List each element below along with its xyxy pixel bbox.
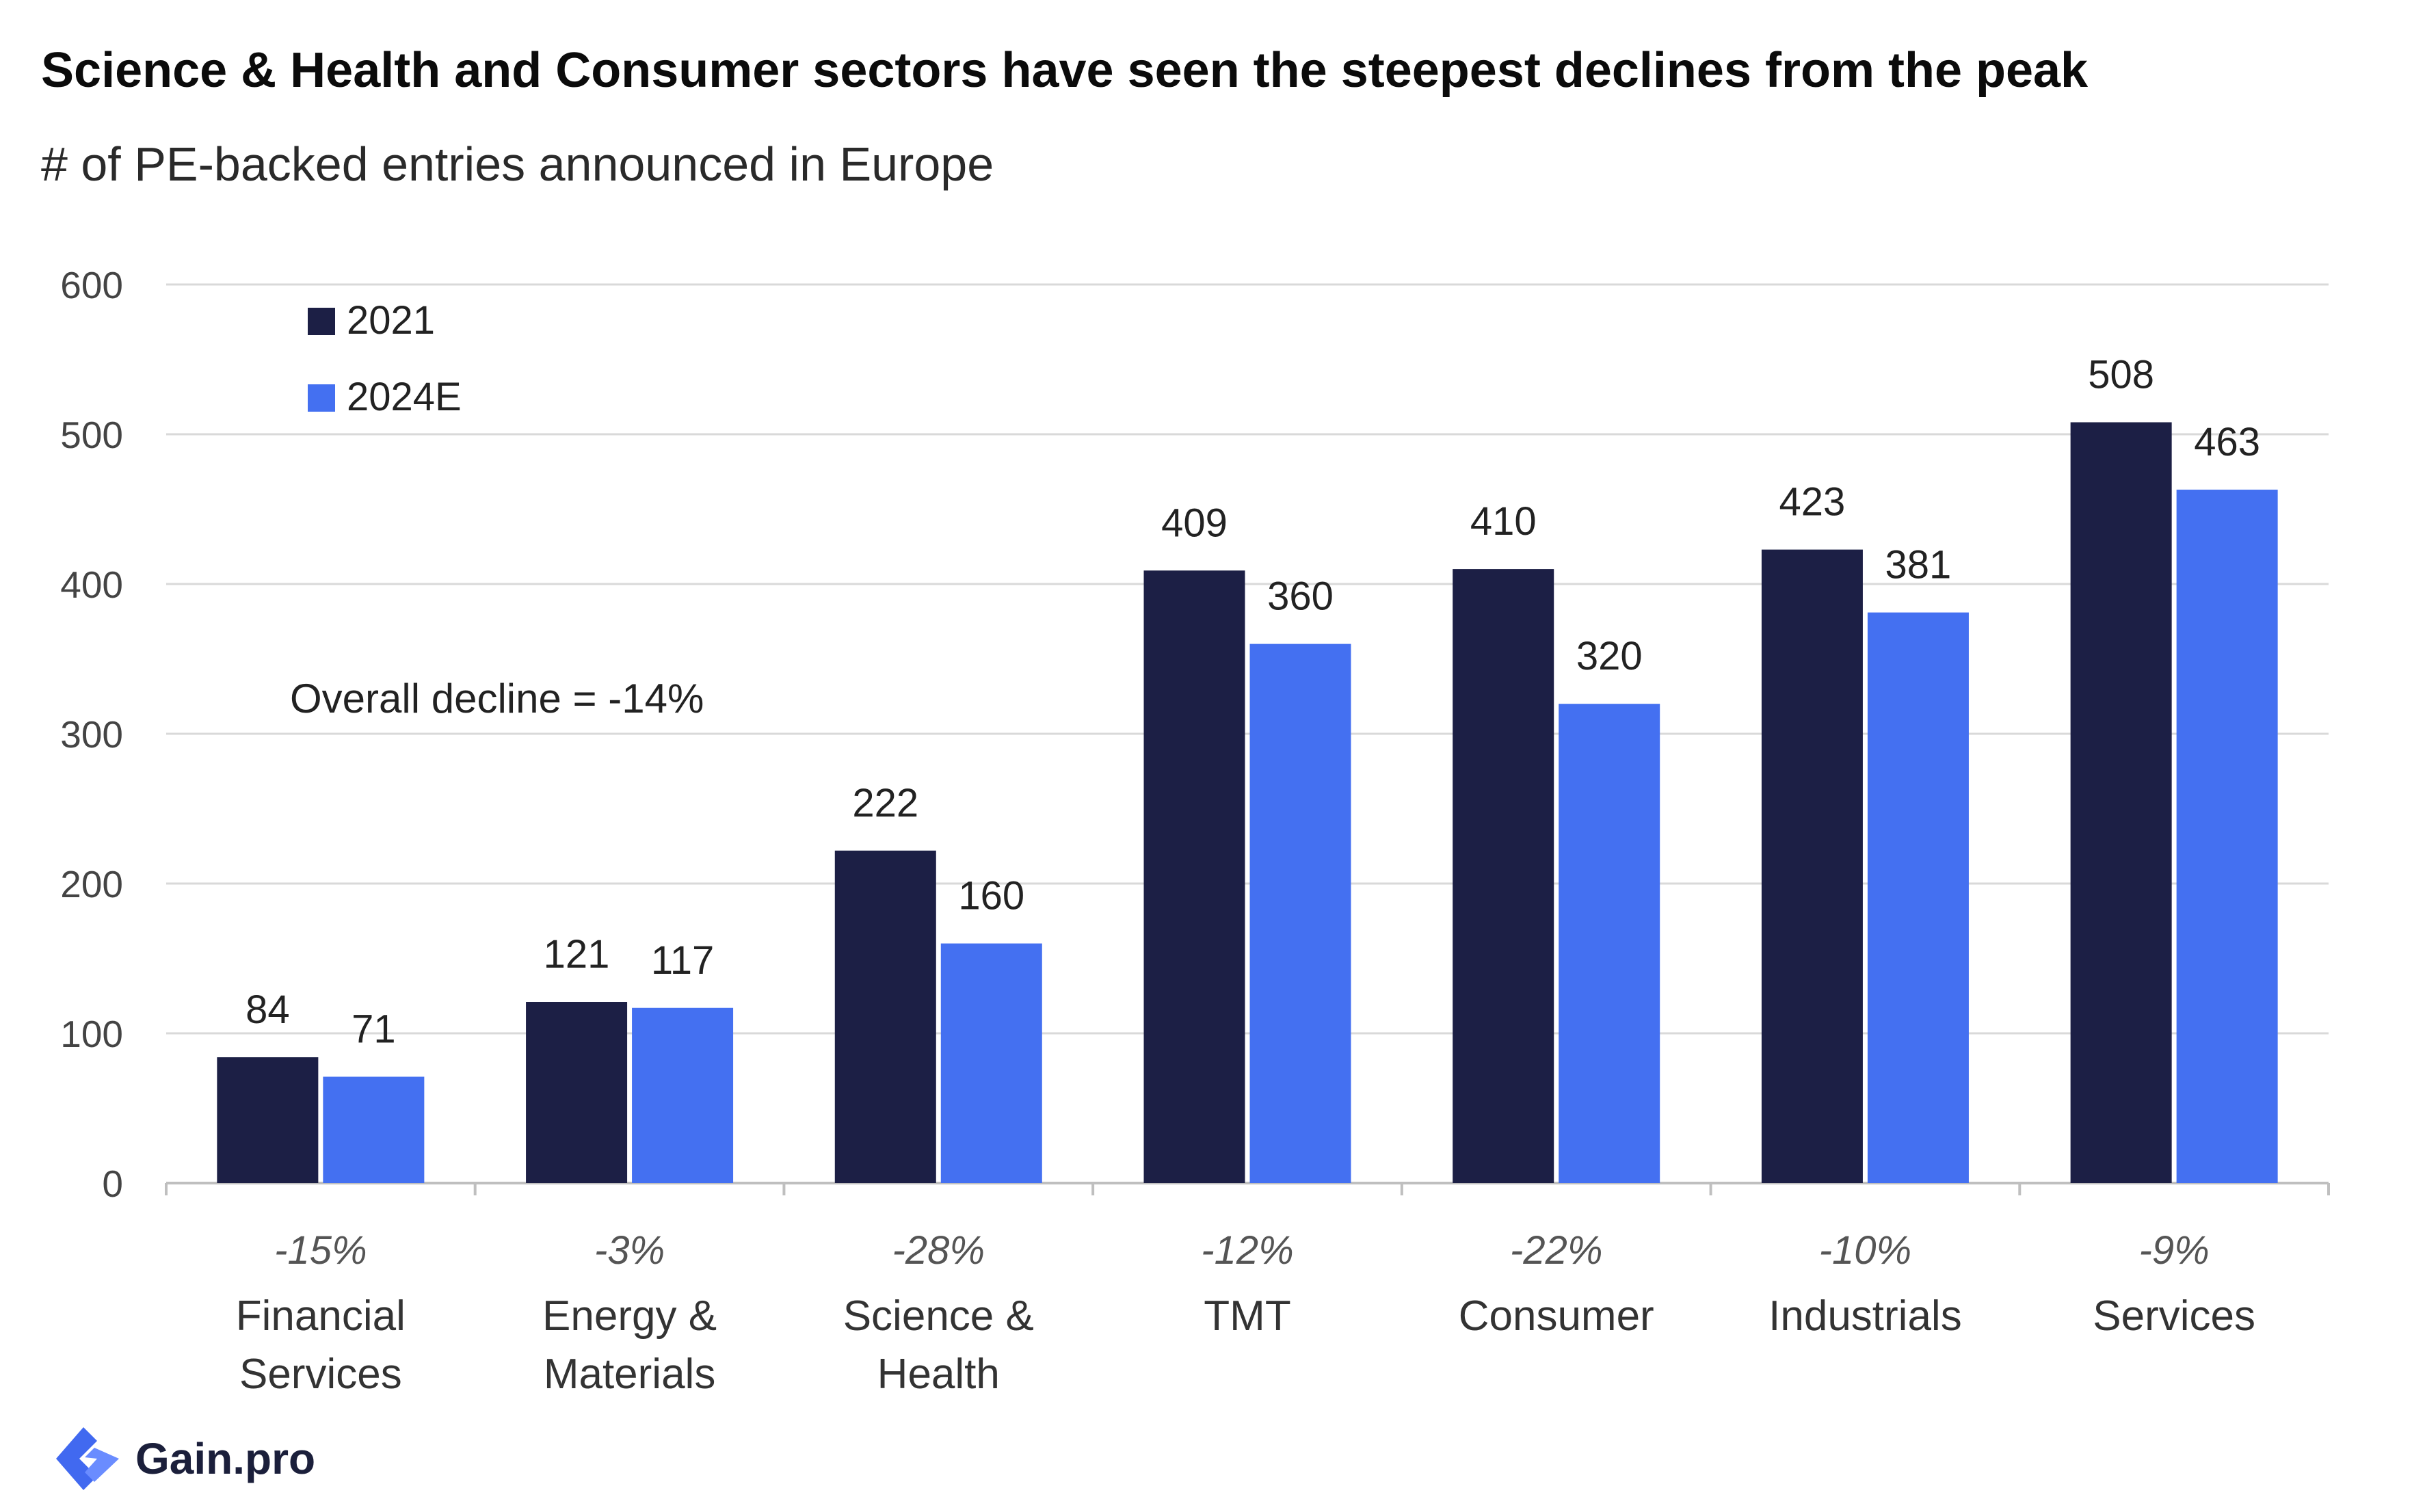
legend-swatch-2024E xyxy=(308,384,335,412)
bar-2024E xyxy=(940,943,1042,1183)
data-label: 463 xyxy=(2194,420,2260,464)
gain-pro-logo[interactable]: Gain.pro xyxy=(55,1424,315,1493)
change-label: -15% xyxy=(274,1228,367,1273)
bar-2021 xyxy=(834,850,936,1183)
data-label: 508 xyxy=(2088,352,2154,397)
bar-2021 xyxy=(526,1002,628,1183)
y-tick-label: 100 xyxy=(60,1013,123,1055)
bar-2024E xyxy=(1249,644,1351,1183)
bar-2024E xyxy=(1867,612,1969,1183)
overall-decline-annotation: Overall decline = -14% xyxy=(290,676,704,721)
y-tick-label: 500 xyxy=(60,414,123,456)
x-category-label: Health xyxy=(877,1351,1000,1398)
bar-2024E xyxy=(632,1007,734,1183)
bar-2021 xyxy=(217,1057,319,1183)
x-category-label: Science & xyxy=(843,1292,1034,1340)
x-category-label: Financial xyxy=(236,1292,406,1340)
bar-2021 xyxy=(1761,549,1863,1183)
data-label: 222 xyxy=(852,781,918,825)
y-tick-label: 200 xyxy=(60,863,123,905)
change-label: -9% xyxy=(2139,1228,2210,1273)
legend-label: 2024E xyxy=(347,375,462,419)
data-label: 117 xyxy=(651,938,714,983)
data-label: 410 xyxy=(1470,499,1537,544)
y-tick-label: 600 xyxy=(60,264,123,306)
bar-2024E xyxy=(323,1076,425,1183)
data-label: 409 xyxy=(1161,501,1228,545)
data-label: 360 xyxy=(1267,574,1334,619)
y-tick-label: 0 xyxy=(102,1163,123,1205)
change-label: -22% xyxy=(1510,1228,1602,1273)
brand-name: Gain.pro xyxy=(135,1434,316,1483)
x-category-label: Services xyxy=(239,1351,402,1398)
x-category-label: Energy & xyxy=(542,1292,717,1340)
legend-swatch-2021 xyxy=(308,308,335,335)
bar-2021 xyxy=(2070,422,2172,1183)
change-label: -10% xyxy=(1819,1228,1911,1273)
gain-pro-logo-icon xyxy=(56,1427,119,1490)
change-label: -3% xyxy=(594,1228,665,1273)
data-label: 160 xyxy=(958,874,1024,918)
x-category-label: TMT xyxy=(1204,1292,1290,1340)
data-label: 381 xyxy=(1885,543,1952,587)
y-tick-label: 400 xyxy=(60,563,123,606)
data-label: 121 xyxy=(544,932,610,977)
data-label: 71 xyxy=(352,1007,396,1052)
x-category-label: Materials xyxy=(544,1351,716,1398)
x-category-label: Industrials xyxy=(1768,1292,1962,1340)
bar-2024E xyxy=(2176,490,2278,1183)
bar-2021 xyxy=(1143,570,1245,1183)
x-category-label: Consumer xyxy=(1459,1292,1654,1340)
legend-label: 2021 xyxy=(347,298,435,343)
change-label: -12% xyxy=(1201,1228,1293,1273)
change-label: -28% xyxy=(892,1228,985,1273)
data-label: 423 xyxy=(1779,480,1846,525)
y-tick-label: 300 xyxy=(60,713,123,756)
chart-subtitle: # of PE-backed entries announced in Euro… xyxy=(41,137,994,191)
chart-title: Science & Health and Consumer sectors ha… xyxy=(41,43,2089,98)
data-label: 84 xyxy=(246,987,290,1032)
data-label: 320 xyxy=(1576,634,1643,678)
bar-2021 xyxy=(1453,569,1554,1183)
bar-2024E xyxy=(1559,704,1660,1183)
x-category-label: Services xyxy=(2093,1292,2255,1340)
